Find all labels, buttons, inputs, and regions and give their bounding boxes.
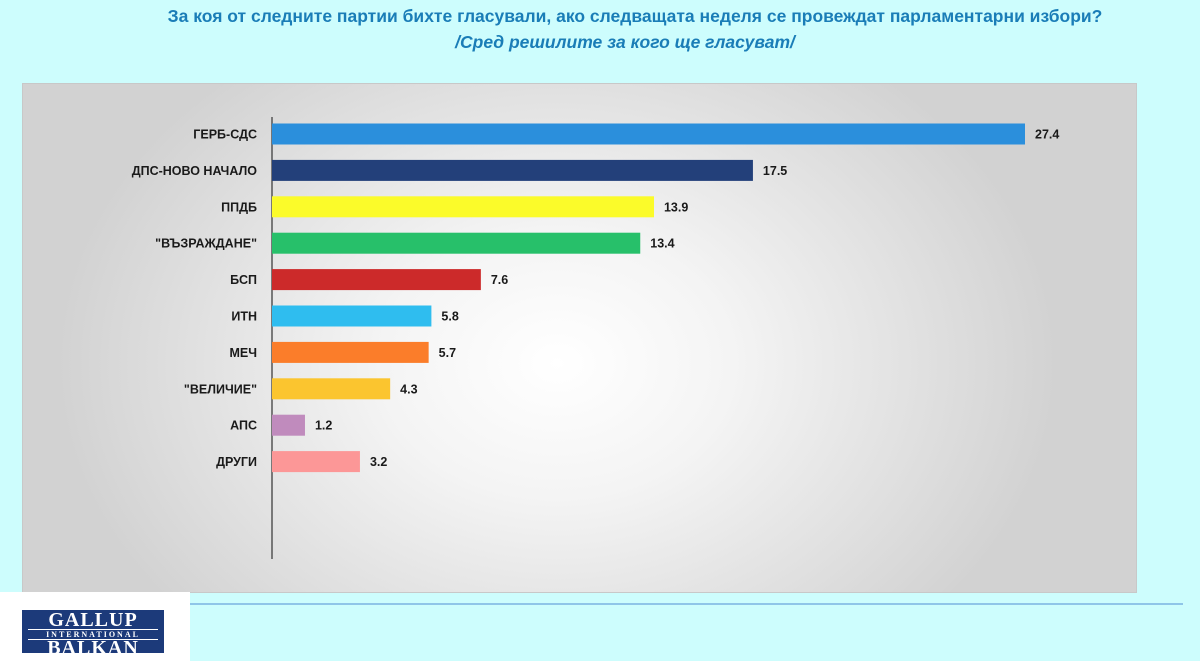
bar	[272, 196, 654, 218]
gallup-logo: GALLUP INTERNATIONAL BALKAN	[0, 592, 190, 661]
logo-line-2: INTERNATIONAL	[28, 629, 158, 640]
category-label: "ВЕЛИЧИЕ"	[184, 382, 257, 396]
category-label: АПС	[230, 419, 257, 433]
value-label: 17.5	[763, 164, 787, 178]
value-label: 5.7	[439, 346, 456, 360]
bar	[272, 269, 481, 291]
bar	[272, 414, 305, 436]
bar	[272, 341, 429, 363]
gallup-logo-mark: GALLUP INTERNATIONAL BALKAN	[22, 609, 164, 659]
category-label: БСП	[230, 273, 257, 287]
logo-line-3: BALKAN	[47, 637, 139, 659]
value-label: 1.2	[315, 419, 332, 433]
category-label: ДРУГИ	[216, 455, 257, 469]
category-label: ППДБ	[221, 200, 257, 214]
value-label: 4.3	[400, 382, 417, 396]
bar	[272, 378, 391, 400]
value-label: 5.8	[441, 310, 458, 324]
category-label: ДПС-НОВО НАЧАЛО	[132, 164, 258, 178]
bar	[272, 451, 360, 473]
bar	[272, 159, 753, 181]
category-label: ГЕРБ-СДС	[193, 128, 257, 142]
chart-subtitle: /Сред решилите за кого ще гласуват/	[455, 32, 795, 52]
chart-title: За коя от следните партии бихте гласувал…	[167, 6, 1103, 26]
value-label: 13.4	[650, 237, 674, 251]
bar-chart: ГЕРБ-СДС 27.4 ДПС-НОВО НАЧАЛО 17.5 ППДБ 13.9 "…	[132, 117, 1059, 559]
footer-divider	[190, 603, 1183, 605]
value-label: 7.6	[491, 273, 508, 287]
logo-line-1: GALLUP	[48, 609, 138, 631]
chart-area: ГЕРБ-СДС 27.4 ДПС-НОВО НАЧАЛО 17.5 ППДБ 13.9 "…	[22, 83, 1137, 593]
value-label: 13.9	[664, 200, 688, 214]
category-label: ИТН	[231, 310, 257, 324]
value-label: 3.2	[370, 455, 387, 469]
bar	[272, 232, 641, 254]
bar	[272, 123, 1025, 145]
category-label: МЕЧ	[229, 346, 257, 360]
bar	[272, 305, 432, 327]
value-label: 27.4	[1035, 128, 1059, 142]
category-label: "ВЪЗРАЖДАНЕ"	[155, 237, 257, 251]
